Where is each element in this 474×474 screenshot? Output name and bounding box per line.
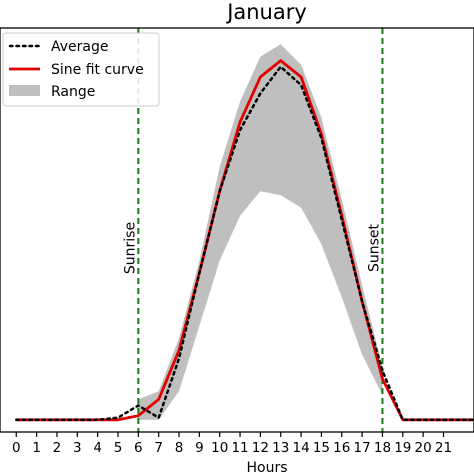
- legend-swatch-range: [9, 85, 40, 96]
- series-line-average: [15, 65, 474, 422]
- legend-label-range: Range: [51, 84, 95, 100]
- x-tick-label: 21: [435, 440, 452, 456]
- legend-box: [2, 32, 160, 107]
- plot-frame: [0, 27, 474, 433]
- x-tick-label: 5: [114, 440, 123, 456]
- x-tick-label: 2: [53, 440, 62, 456]
- x-tick-label: 12: [252, 440, 269, 456]
- x-axis-ticks: 0 1 2 3 4 5 6 7 8 9 10 11 12 13 14 15 16 17 18 19 20 21: [12, 432, 452, 456]
- x-tick-label: 16: [333, 440, 350, 456]
- x-tick-label: 9: [195, 440, 204, 456]
- x-axis-label: Hours: [246, 460, 287, 474]
- x-tick-label: 7: [154, 440, 163, 456]
- x-tick-label: 10: [211, 440, 228, 456]
- x-tick-label: 8: [175, 440, 184, 456]
- x-tick-label: 14: [292, 440, 309, 456]
- series-layer: [15, 59, 474, 422]
- x-tick-label: 19: [394, 440, 411, 456]
- x-tick-label: 4: [93, 440, 102, 456]
- sunset-label: Sunset: [366, 223, 382, 272]
- x-tick-label: 0: [12, 440, 21, 456]
- legend-label-average: Average: [51, 39, 109, 55]
- vline-layer: Sunrise Sunset: [122, 28, 384, 432]
- legend: Average Sine fit curve Range: [2, 32, 160, 107]
- sunrise-label: Sunrise: [122, 222, 138, 274]
- x-tick-label: 20: [415, 440, 432, 456]
- x-tick-label: 11: [231, 440, 248, 456]
- x-tick-label: 1: [32, 440, 41, 456]
- x-tick-label: 13: [272, 440, 289, 456]
- x-tick-label: 15: [313, 440, 330, 456]
- x-tick-label: 17: [354, 440, 371, 456]
- chart-title: January: [225, 0, 307, 24]
- x-tick-label: 3: [73, 440, 82, 456]
- x-tick-label: 18: [374, 440, 391, 456]
- x-tick-label: 6: [134, 440, 143, 456]
- legend-label-sine-fit: Sine fit curve: [51, 62, 144, 78]
